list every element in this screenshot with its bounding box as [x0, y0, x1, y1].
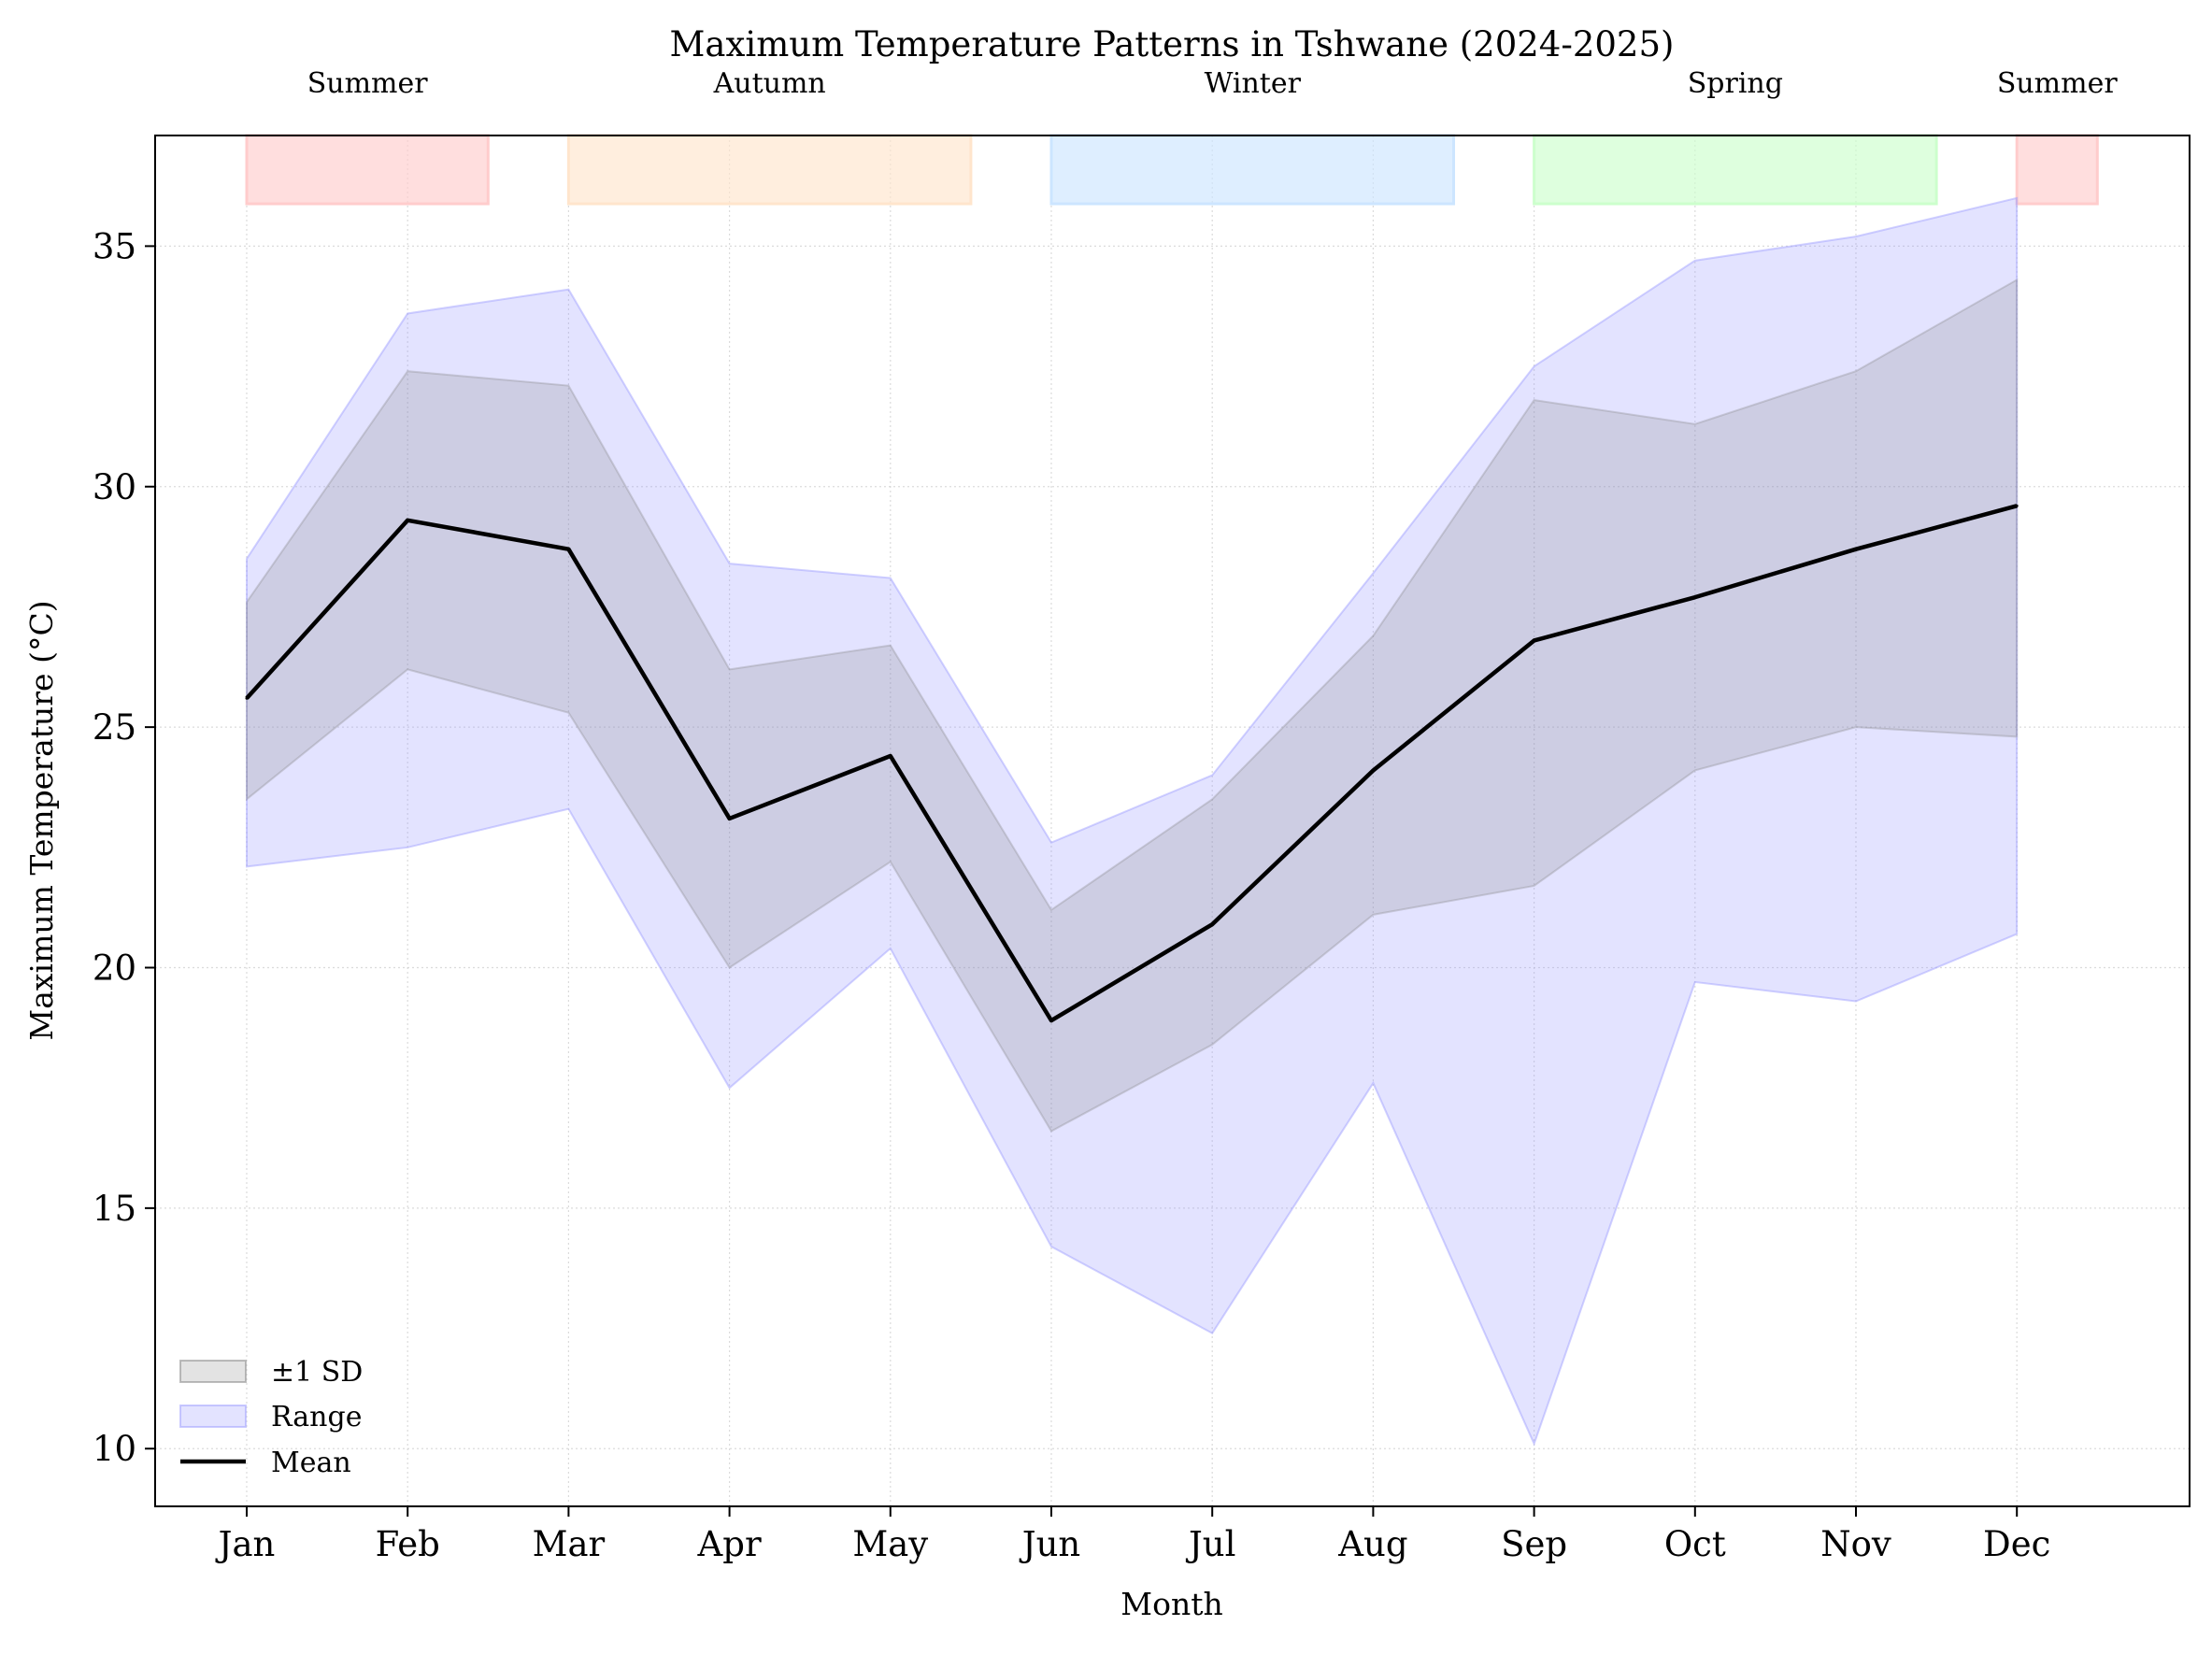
x-tick-label-apr: Apr	[697, 1524, 762, 1564]
x-tick-label-feb: Feb	[376, 1524, 440, 1564]
x-tick-label-may: May	[852, 1524, 928, 1564]
x-tick-label-sep: Sep	[1501, 1524, 1567, 1564]
y-tick-label-35: 35	[93, 226, 136, 266]
legend: ±1 SD Range Mean	[179, 1356, 363, 1479]
mean-point-jul	[1210, 922, 1214, 926]
mean-point-jun	[1049, 1019, 1053, 1022]
mean-point-jan	[245, 696, 249, 700]
legend-item-mean-label: Mean	[271, 1447, 351, 1479]
mean-point-dec	[2015, 504, 2019, 507]
y-axis-label: Maximum Temperature (°C)	[23, 600, 60, 1040]
legend-item-sd-label: ±1 SD	[271, 1356, 363, 1389]
y-tick-label-15: 15	[93, 1189, 136, 1229]
y-tick-label-30: 30	[93, 467, 136, 507]
x-tick-label-aug: Aug	[1337, 1524, 1407, 1564]
mean-point-nov	[1854, 548, 1858, 551]
legend-item-range-label: Range	[271, 1401, 362, 1433]
y-tick-label-20: 20	[93, 948, 136, 988]
season-label-winter-2: Winter	[1205, 67, 1302, 100]
x-tick-label-jan: Jan	[215, 1524, 276, 1564]
x-tick-label-mar: Mar	[533, 1524, 606, 1564]
x-tick-label-dec: Dec	[1983, 1524, 2050, 1564]
mean-point-mar	[566, 548, 570, 551]
season-band-winter-2	[1049, 134, 1455, 206]
mean-point-sep	[1533, 638, 1536, 642]
y-tick-label-10: 10	[93, 1429, 136, 1469]
sd-band	[246, 278, 2019, 1133]
x-tick-label-oct: Oct	[1664, 1524, 1726, 1564]
mean-point-feb	[406, 519, 409, 522]
plot-frame	[154, 135, 2191, 1507]
mean-point-apr	[728, 817, 732, 820]
season-label-summer-0: Summer	[307, 67, 429, 100]
season-label-autumn-1: Autumn	[713, 67, 826, 100]
season-label-summer-4: Summer	[1997, 67, 2119, 100]
season-label-spring-3: Spring	[1688, 67, 1783, 100]
legend-item-sd-swatch	[179, 1360, 247, 1383]
season-band-spring-3	[1533, 134, 1938, 206]
season-band-autumn-1	[566, 134, 973, 206]
season-band-summer-4	[2015, 134, 2099, 206]
season-band-summer-0	[245, 134, 490, 206]
chart-title: Maximum Temperature Patterns in Tshwane …	[670, 24, 1675, 64]
range-band	[246, 196, 2019, 1447]
mean-line	[245, 504, 2018, 1023]
mean-point-oct	[1693, 595, 1697, 599]
x-tick-label-nov: Nov	[1820, 1524, 1891, 1564]
x-tick-label-jul: Jul	[1185, 1524, 1236, 1564]
x-axis-label: Month	[1120, 1586, 1222, 1622]
x-tick-label-jun: Jun	[1019, 1524, 1081, 1564]
legend-item-range-swatch	[179, 1404, 247, 1428]
y-tick-label-25: 25	[93, 707, 136, 748]
mean-point-aug	[1371, 768, 1375, 772]
mean-point-may	[889, 754, 892, 758]
